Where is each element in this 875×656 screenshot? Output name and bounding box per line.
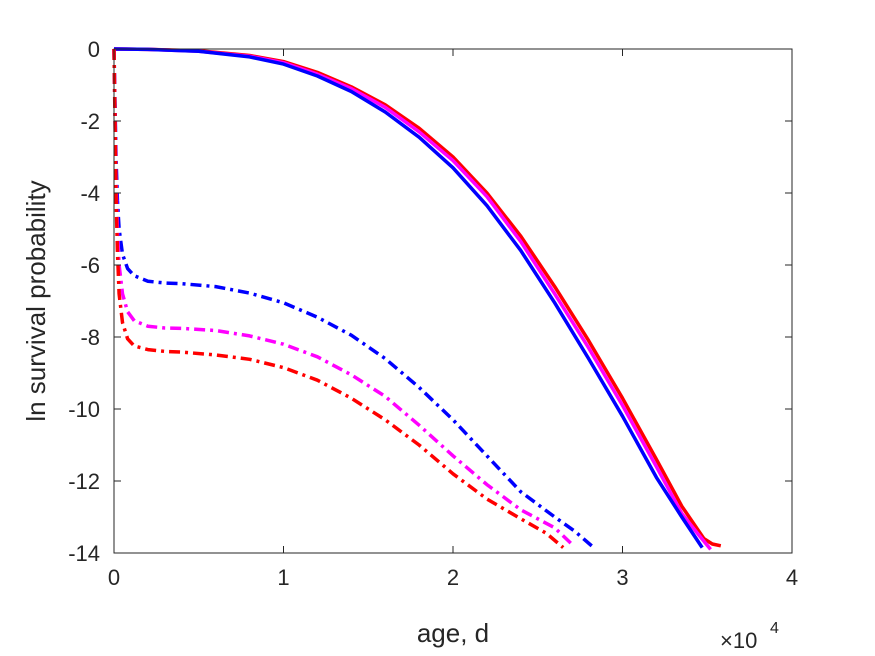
x-tick-label: 4 — [786, 565, 798, 590]
tick-layer: 0 1 2 3 4 0 -2 -4 -6 -8 -10 -12 -14 — [68, 37, 798, 590]
y-tick-label: -8 — [80, 325, 100, 350]
y-tick-label: -2 — [80, 109, 100, 134]
y-tick-label: -4 — [80, 181, 100, 206]
y-axis-label: ln survival probability — [21, 180, 51, 421]
x-exponent-power: 4 — [770, 620, 779, 637]
y-tick-label: 0 — [88, 37, 100, 62]
x-tick-label: 3 — [616, 565, 628, 590]
x-exponent-label: ×10 — [720, 628, 757, 653]
x-tick-label: 0 — [108, 565, 120, 590]
x-axis-label: age, d — [417, 618, 489, 648]
y-tick-label: -6 — [80, 253, 100, 278]
y-tick-label: -10 — [68, 397, 100, 422]
x-tick-label: 2 — [447, 565, 459, 590]
x-tick-label: 1 — [277, 565, 289, 590]
y-tick-label: -14 — [68, 541, 100, 566]
series-layer — [112, 47, 722, 551]
series-line-2 — [113, 47, 704, 549]
plot-background — [114, 49, 792, 553]
y-tick-label: -12 — [68, 469, 100, 494]
